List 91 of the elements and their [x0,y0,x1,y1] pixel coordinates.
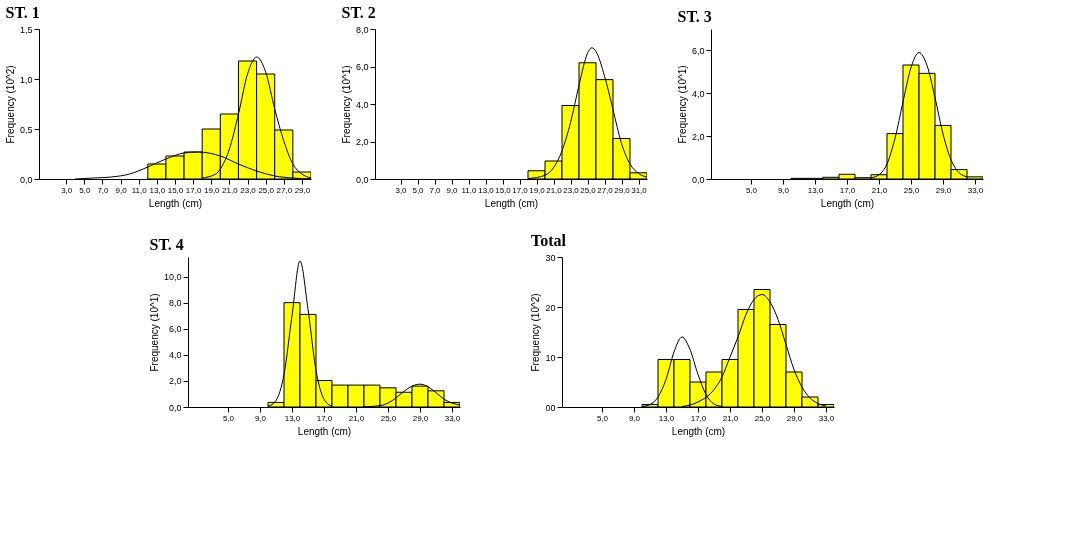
y-tick-label: 4,0 [355,99,369,110]
y-tick-label: 4,0 [691,88,705,99]
x-tick-label: 33,0 [967,185,984,195]
y-tick-label: 0,0 [19,174,33,185]
y-tick-label: 6,0 [355,62,369,72]
chart-title: ST. 4 [149,236,184,253]
x-tick-label: 13,0 [478,185,495,195]
y-axis-title: Frequency (10^2) [530,293,542,372]
x-tick-label: 15,0 [167,185,184,195]
x-tick-label: 5,0 [596,413,609,423]
x-tick-label: 13,0 [149,185,166,195]
x-tick-label: 31,0 [631,185,648,195]
y-tick-label: 0,0 [168,402,182,413]
x-tick-label: 9,0 [777,185,790,195]
y-tick-label: 1,0 [19,74,33,85]
y-tick-label: 1,5 [19,24,33,35]
x-axis-title: Length (cm) [484,197,539,209]
x-tick-label: 17,0 [839,185,856,195]
y-tick-label: 00 [545,402,556,413]
x-tick-label: 9,0 [115,185,128,195]
x-tick-label: 15,0 [495,185,512,195]
y-tick-label: 2,0 [355,137,369,147]
x-tick-label: 9,0 [254,413,267,423]
x-tick-label: 7,0 [97,185,110,195]
y-tick-label: 10 [545,352,556,363]
x-axis-title: Length (cm) [671,425,726,437]
x-tick-label: 17,0 [690,413,707,423]
y-tick-label: 10,0 [163,272,182,283]
x-tick-label: 21,0 [222,185,239,195]
x-tick-label: 5,0 [745,185,758,195]
x-tick-label: 13,0 [658,413,675,423]
x-tick-label: 3,0 [395,185,408,195]
x-tick-label: 17,0 [512,185,529,195]
chart-title: Total [530,232,567,249]
x-tick-label: 29,0 [412,413,429,423]
y-tick-label: 2,0 [691,131,705,142]
x-tick-label: 29,0 [614,185,631,195]
y-tick-label: 20 [545,302,556,313]
chart-title: ST. 2 [341,4,376,21]
x-tick-label: 29,0 [294,185,311,195]
x-tick-label: 19,0 [203,185,221,195]
x-tick-label: 21,0 [722,413,739,423]
y-tick-label: 0,0 [691,174,705,185]
x-tick-label: 29,0 [935,185,952,195]
x-tick-label: 3,0 [61,185,73,195]
y-tick-label: 6,0 [691,45,705,56]
y-tick-label: 4,0 [168,350,182,361]
x-tick-label: 25,0 [380,413,397,423]
x-axis-title: Length (cm) [148,197,203,209]
x-tick-label: 9,0 [628,413,641,423]
x-tick-label: 13,0 [807,185,824,195]
x-axis-title: Length (cm) [820,197,875,209]
x-tick-label: 17,0 [316,413,333,423]
x-tick-label: 7,0 [429,185,442,195]
x-tick-label: 25,0 [754,413,771,423]
x-tick-label: 25,0 [903,185,920,195]
x-tick-label: 19,0 [529,185,546,195]
y-tick-label: 8,0 [168,298,182,309]
y-tick-label: 0,0 [355,174,369,185]
y-tick-label: 0,5 [19,124,33,135]
x-tick-label: 23,0 [563,185,580,195]
y-axis-title: Frequency (10^2) [4,65,16,144]
chart-title: ST. 3 [677,8,712,25]
x-tick-label: 11,0 [461,185,478,195]
x-tick-label: 33,0 [444,413,461,423]
x-tick-label: 29,0 [786,413,803,423]
x-tick-label: 21,0 [348,413,365,423]
y-axis-title: Frequency (10^1) [340,65,352,144]
x-tick-label: 13,0 [284,413,301,423]
y-tick-label: 2,0 [168,376,182,387]
y-tick-label: 30 [545,252,556,263]
y-tick-label: 6,0 [168,324,182,335]
x-tick-label: 11,0 [131,185,148,195]
x-tick-label: 33,0 [818,413,835,423]
chart-title: ST. 1 [5,4,40,21]
x-tick-label: 25,0 [258,185,275,195]
x-tick-label: 9,0 [446,185,459,195]
x-tick-label: 5,0 [79,185,91,195]
x-tick-label: 17,0 [185,185,202,195]
x-tick-label: 27,0 [276,185,293,195]
x-tick-label: 21,0 [871,185,888,195]
x-axis-title: Length (cm) [297,425,352,437]
x-tick-label: 27,0 [597,185,614,195]
x-tick-label: 23,0 [240,185,257,195]
x-tick-label: 5,0 [222,413,235,423]
x-tick-label: 21,0 [546,185,563,195]
x-tick-label: 25,0 [580,185,597,195]
y-tick-label: 8,0 [355,24,369,35]
x-tick-label: 5,0 [412,185,425,195]
y-axis-title: Frequency (10^1) [148,293,160,372]
y-axis-title: Frequency (10^1) [676,65,688,144]
